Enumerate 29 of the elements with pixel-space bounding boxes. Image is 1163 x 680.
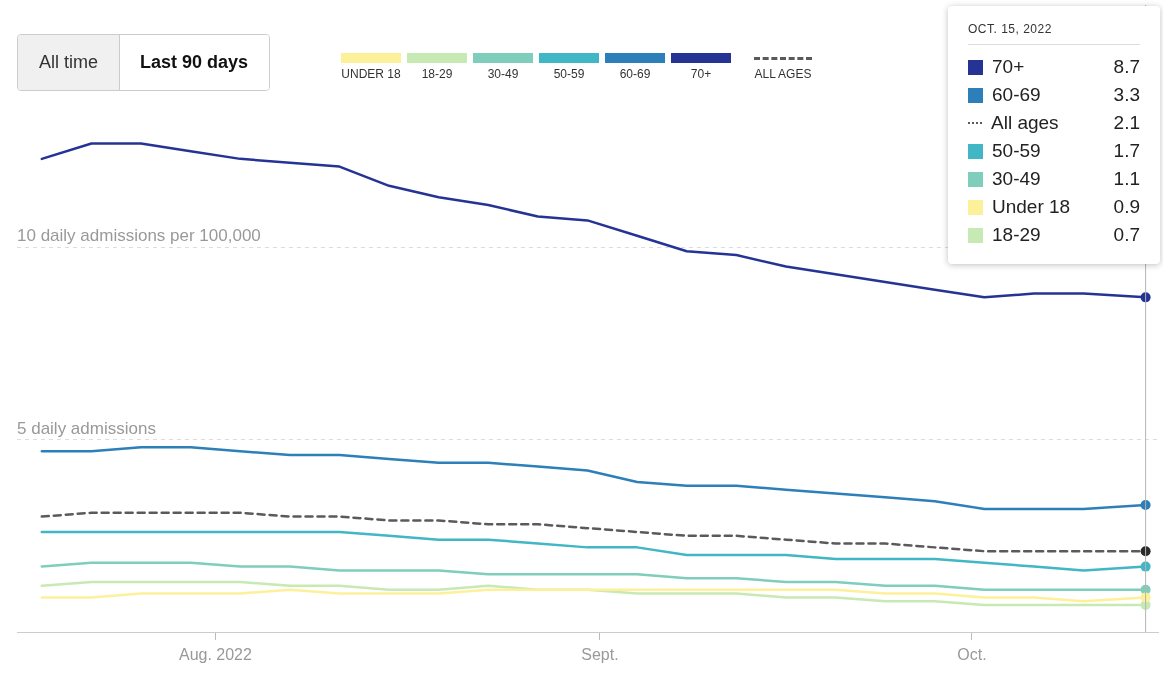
y-axis-title: daily admissions per 100,000 [40, 226, 261, 246]
annotation: 18-29 [992, 224, 1042, 246]
annotation: 1.1 [1113, 168, 1140, 190]
annotation: daily admissions [31, 418, 156, 438]
annotation: All ages [991, 112, 1060, 134]
legend-label: UNDER 18 [341, 67, 401, 81]
y-tick-label: 10 [17, 226, 36, 246]
x-tick-label: Oct. [957, 646, 987, 664]
annotation: OCT. 15, 2022 [968, 22, 1140, 45]
legend-label: 60-69 [619, 67, 651, 81]
legend-label: 50-59 [553, 67, 585, 81]
legend-label: ALL AGES [754, 67, 812, 81]
x-tick-label: Sept. [581, 646, 619, 664]
x-tick-label: Aug. 2022 [178, 646, 253, 664]
annotation: 1.7 [1113, 140, 1140, 162]
annotation: 0.7 [1113, 224, 1140, 246]
annotation: 8.7 [1113, 56, 1140, 78]
annotation: 30-49 [992, 168, 1042, 190]
y-tick-label: 5 [17, 418, 27, 438]
annotation: 70+ [992, 56, 1026, 78]
annotation: Under 18 [992, 196, 1072, 218]
annotation: 2.1 [1113, 112, 1140, 134]
legend-label: 18-29 [421, 67, 453, 81]
annotation: 60-69 [992, 84, 1042, 106]
legend-label: 70+ [690, 67, 712, 81]
legend-label: 30-49 [487, 67, 519, 81]
annotation: 50-59 [992, 140, 1042, 162]
annotation: 3.3 [1113, 84, 1140, 106]
annotation: 0.9 [1113, 196, 1140, 218]
